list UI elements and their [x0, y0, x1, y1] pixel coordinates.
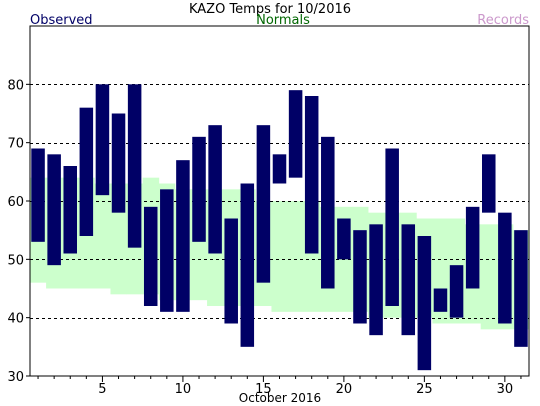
- x-tick-label-15: 15: [255, 382, 272, 397]
- observed-bar-day-22: [369, 224, 383, 336]
- observed-bar-day-7: [127, 84, 142, 248]
- normal-range-day-16: [271, 201, 288, 312]
- observed-bar-day-1: [31, 148, 45, 242]
- observed-bar-day-4: [79, 107, 94, 236]
- observed-bars: [31, 84, 528, 371]
- y-tick-label-80: 80: [7, 78, 24, 93]
- normal-range-day-17: [287, 201, 305, 312]
- x-tick-label-20: 20: [336, 382, 353, 397]
- y-tick-label-60: 60: [7, 195, 24, 210]
- observed-bar-day-31: [514, 230, 528, 347]
- observed-bar-day-6: [111, 113, 126, 213]
- observed-bar-day-5: [95, 84, 110, 196]
- x-tick-label-30: 30: [497, 382, 514, 397]
- legend-observed: Observed: [30, 13, 93, 28]
- observed-bar-day-20: [337, 218, 351, 260]
- observed-bar-day-11: [192, 136, 206, 242]
- observed-bar-day-9: [160, 189, 174, 312]
- normal-range-day-5: [94, 183, 111, 289]
- x-tick-label-10: 10: [175, 382, 192, 397]
- legend-normals: Normals: [256, 13, 310, 28]
- axis-ticks: 30 40 50 60 70 80 5 10 15 20 25 30: [7, 78, 522, 397]
- observed-bar-day-2: [47, 154, 61, 266]
- observed-bar-day-24: [401, 224, 416, 336]
- legend-records: Records: [477, 13, 529, 28]
- observed-bar-day-16: [272, 154, 287, 184]
- observed-bar-day-18: [304, 96, 319, 254]
- observed-bar-day-15: [256, 125, 271, 283]
- y-tick-label-50: 50: [7, 253, 24, 268]
- observed-bar-day-8: [143, 206, 158, 306]
- y-tick-label-40: 40: [7, 312, 24, 327]
- y-tick-label-30: 30: [7, 370, 24, 385]
- observed-bar-day-30: [498, 212, 512, 324]
- observed-bar-day-25: [417, 236, 432, 371]
- observed-bar-day-26: [433, 288, 448, 312]
- observed-bar-day-17: [288, 90, 303, 178]
- observed-bar-day-23: [385, 148, 399, 306]
- normal-range-day-29: [480, 224, 498, 330]
- observed-bar-day-12: [208, 125, 222, 254]
- observed-bar-day-14: [240, 183, 255, 347]
- observed-bar-day-21: [353, 230, 367, 324]
- observed-bar-day-3: [63, 166, 77, 254]
- observed-bar-day-19: [321, 136, 335, 289]
- grid-lines: [30, 84, 529, 319]
- observed-bar-day-28: [465, 206, 480, 289]
- observed-bar-day-29: [482, 154, 496, 213]
- observed-bar-day-13: [224, 218, 238, 324]
- y-tick-label-70: 70: [7, 137, 24, 152]
- observed-bar-day-10: [176, 160, 190, 312]
- x-tick-label-25: 25: [416, 382, 433, 397]
- observed-bar-day-27: [449, 265, 464, 318]
- chart-title: KAZO Temps for 10/2016: [189, 2, 351, 17]
- x-tick-label-5: 5: [98, 382, 106, 397]
- x-axis-label: October 2016: [239, 391, 321, 405]
